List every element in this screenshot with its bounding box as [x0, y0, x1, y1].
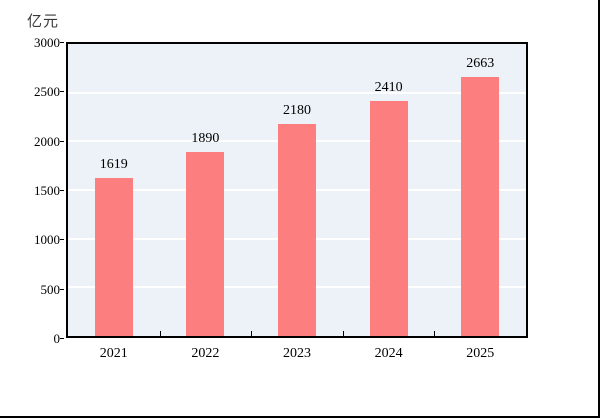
gridline-2500: [68, 91, 526, 94]
y-axis-label-2500: 2500: [34, 84, 60, 100]
x-axis-tick: [251, 331, 253, 336]
x-axis-tick: [342, 331, 344, 336]
y-axis-label-3000: 3000: [34, 35, 60, 50]
y-axis-tick: [60, 91, 64, 93]
y-axis-label-500: 500: [40, 281, 61, 297]
y-axis-label-1000: 1000: [34, 232, 60, 248]
y-axis-unit-label: 亿元: [27, 13, 60, 30]
x-axis-label-2021: 2021: [99, 346, 128, 361]
plot-inner: 1619 1890 2180 2410 2663: [68, 44, 526, 336]
y-axis-tick: [60, 140, 64, 142]
y-axis-tick-labels: 0 500 1000 1500 2000 2500 3000: [0, 36, 61, 345]
y-axis-label-0: 0: [53, 331, 61, 346]
bar-value-label: 2180: [283, 102, 311, 118]
y-axis-tick: [60, 239, 64, 241]
bar-value-label: 2410: [374, 80, 403, 96]
bar-2025: [461, 76, 500, 336]
bar-2021: [94, 178, 133, 336]
y-axis-label-2000: 2000: [34, 133, 60, 149]
x-axis-label-2024: 2024: [374, 346, 403, 361]
bar-value-label: 1890: [191, 131, 220, 147]
bar-2022: [186, 152, 225, 336]
y-axis-label-1500: 1500: [34, 183, 60, 198]
y-axis-tick: [60, 288, 64, 290]
bar-value-label: 1619: [99, 157, 128, 173]
bar-2024: [369, 101, 408, 336]
plot-area: 1619 1890 2180 2410 2663: [66, 42, 528, 338]
y-axis-tick: [60, 338, 64, 339]
x-axis-label-2023: 2023: [283, 346, 311, 361]
bar-value-label: 2663: [466, 55, 495, 71]
x-axis-label-2022: 2022: [191, 346, 220, 361]
y-axis-tick: [60, 190, 64, 191]
x-axis-tick: [434, 331, 436, 336]
x-axis-tick: [159, 331, 161, 336]
bar-2023: [278, 123, 316, 336]
x-axis-tick-labels: 2021 2022 2023 2024 2025: [68, 347, 526, 367]
y-axis-tick: [60, 42, 64, 43]
x-axis-label-2025: 2025: [466, 346, 495, 361]
